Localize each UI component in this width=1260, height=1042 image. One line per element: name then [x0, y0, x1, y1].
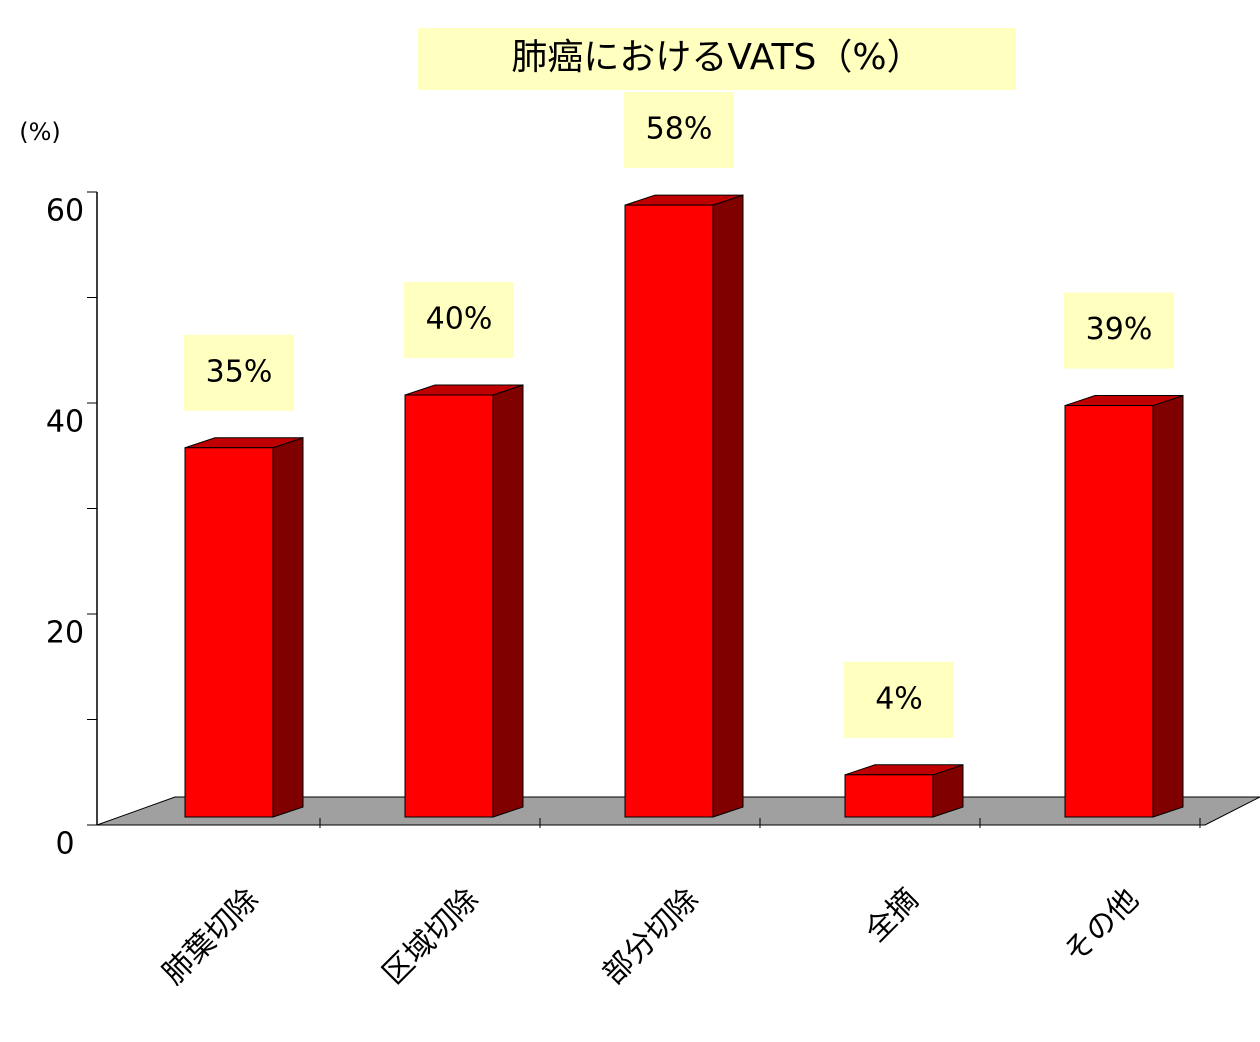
bar [184, 447, 274, 818]
bar [624, 204, 714, 818]
x-tick-label: 全摘 [858, 882, 925, 949]
bar [404, 394, 494, 818]
bar-side [272, 437, 304, 818]
x-tick-label: 肺葉切除 [156, 882, 266, 992]
y-tick-label: 0 [55, 827, 74, 862]
y-tick-label: 60 [46, 194, 84, 229]
y-tick-label: 40 [46, 405, 84, 440]
value-label-box [624, 92, 734, 169]
y-tick-label: 20 [46, 616, 84, 651]
bar [1064, 405, 1154, 818]
value-label-box [404, 282, 514, 358]
bar-side [1152, 394, 1184, 818]
bar-side [712, 194, 744, 818]
value-label: 58% [646, 112, 713, 147]
y-axis-label: (%) [19, 118, 61, 146]
x-tick-label: その他 [1057, 882, 1145, 970]
value-label: 35% [206, 354, 273, 389]
chart-title: 肺癌におけるVATS（%） [511, 37, 922, 78]
x-tick-label: 部分切除 [596, 882, 706, 992]
title-box [418, 28, 1016, 90]
value-label: 39% [1086, 312, 1153, 347]
x-tick-label: 区域切除 [376, 882, 486, 992]
value-label-box [844, 661, 954, 738]
value-label-box [1064, 292, 1174, 369]
bar [844, 774, 934, 818]
value-label: 4% [875, 681, 923, 716]
value-label: 40% [426, 302, 493, 337]
value-label-box [184, 334, 294, 411]
bar-side [492, 384, 524, 818]
